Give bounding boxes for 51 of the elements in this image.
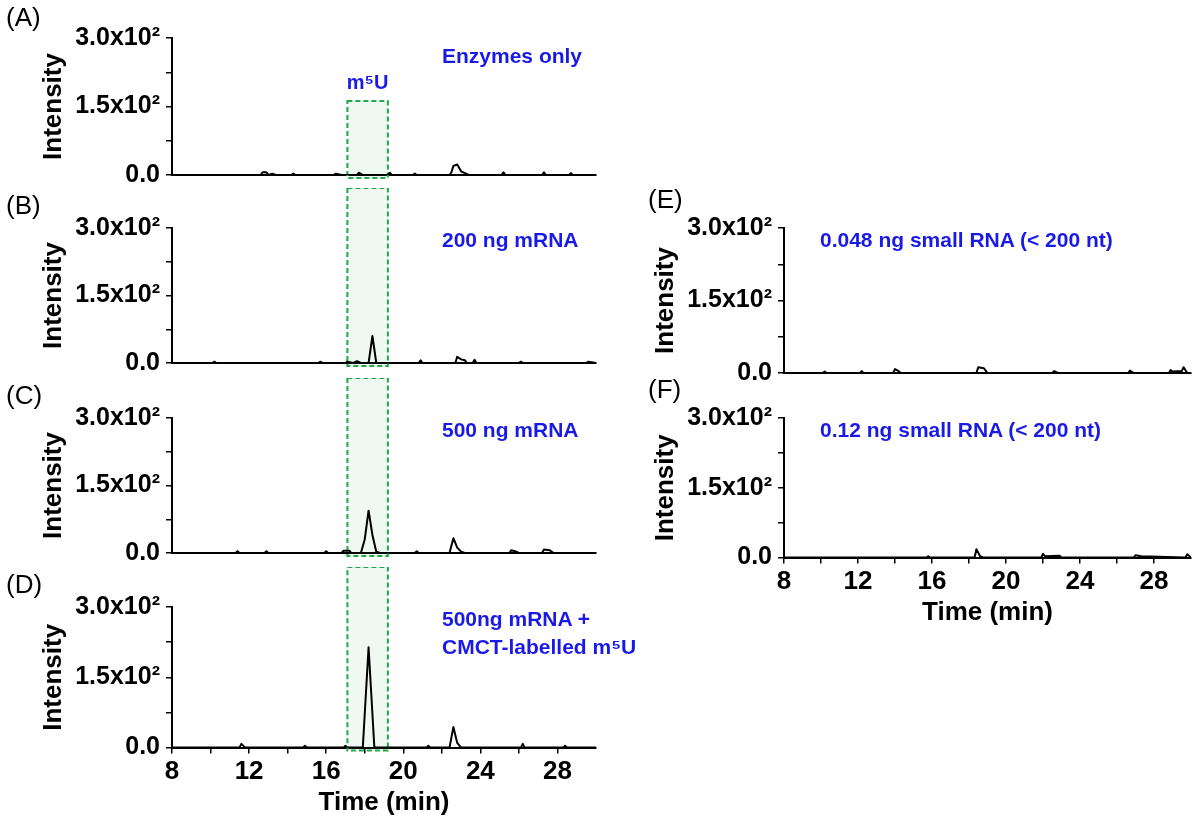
x-axis-title: Time (min) — [318, 785, 450, 816]
y-tick-label: 1.5x10² — [687, 284, 772, 313]
y-tick-label: 3.0x10² — [687, 211, 772, 240]
text: (E) — [648, 184, 683, 215]
y-tick-label: 0.0 — [737, 356, 772, 385]
text: (B) — [6, 190, 41, 221]
text: (D) — [6, 569, 43, 600]
x-tick-label: 28 — [542, 755, 572, 786]
y-tick-label: 0.0 — [125, 536, 160, 565]
x-tick-label: 16 — [917, 565, 947, 596]
x-tick-label: 20 — [388, 755, 418, 786]
x-axis-title: Time (min) — [922, 595, 1053, 626]
y-tick-label: 0.0 — [737, 541, 772, 570]
x-tick-label: 28 — [1139, 565, 1169, 596]
y-axis-title: Intensity — [648, 246, 679, 354]
y-axis-title: Intensity — [648, 433, 679, 542]
x-tick-label: 8 — [164, 755, 180, 786]
y-axis-title: Intensity — [36, 623, 67, 731]
y-tick-label: 0.0 — [125, 346, 160, 375]
y-tick-label: 1.5x10² — [75, 279, 160, 308]
y-tick-label: 3.0x10² — [75, 21, 160, 50]
x-tick-label: 16 — [311, 755, 341, 786]
x-tick-label: 24 — [465, 755, 496, 786]
text: (C) — [6, 380, 43, 411]
y-tick-label: 3.0x10² — [687, 401, 772, 430]
annotation: 0.12 ng small RNA (< 200 nt) — [820, 417, 1102, 443]
y-axis-title: Intensity — [36, 52, 67, 160]
x-tick-label: 12 — [843, 565, 873, 596]
y-tick-label: 0.0 — [125, 731, 160, 760]
annotation: 200 ng mRNA — [442, 227, 579, 253]
x-tick-label: 8 — [776, 565, 792, 596]
annotation: 500ng mRNA + CMCT-labelled m⁵U — [442, 606, 637, 660]
y-axis-title: Intensity — [36, 241, 67, 349]
y-tick-label: 1.5x10² — [687, 471, 772, 500]
annotation: 0.048 ng small RNA (< 200 nt) — [820, 227, 1113, 253]
y-tick-label: 1.5x10² — [75, 661, 160, 690]
annotation: Enzymes only — [442, 43, 583, 69]
y-axis-title: Intensity — [36, 431, 67, 539]
y-tick-label: 1.5x10² — [75, 90, 160, 119]
y-tick-label: 0.0 — [125, 158, 160, 187]
band-label: m⁵U — [346, 70, 389, 93]
text: (A) — [6, 2, 41, 33]
y-tick-label: 3.0x10² — [75, 401, 160, 430]
x-tick-label: 24 — [1065, 565, 1095, 596]
text: (F) — [648, 374, 682, 405]
x-tick-label: 12 — [234, 755, 264, 786]
x-tick-label: 20 — [991, 565, 1021, 596]
y-tick-label: 3.0x10² — [75, 211, 160, 240]
annotation: 500 ng mRNA — [442, 417, 579, 443]
y-tick-label: 3.0x10² — [75, 590, 160, 619]
y-tick-label: 1.5x10² — [75, 469, 160, 498]
